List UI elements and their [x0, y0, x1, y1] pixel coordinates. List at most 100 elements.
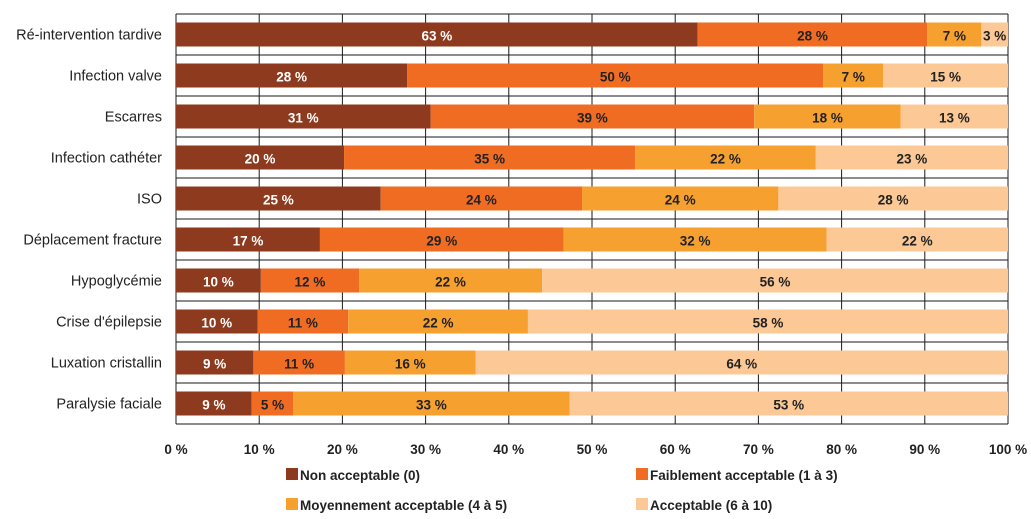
x-tick-label: 60 %	[660, 442, 691, 457]
bar-segment	[293, 391, 570, 416]
data-label: 58 %	[753, 316, 784, 331]
data-label: 28 %	[797, 29, 828, 44]
bar-segment	[253, 350, 345, 375]
category-label: Déplacement fracture	[23, 233, 162, 249]
category-label: Hypoglycémie	[71, 274, 162, 290]
category-label: Ré-intervention tardive	[16, 28, 162, 44]
data-label: 7 %	[842, 70, 865, 85]
legend-label: Faiblement acceptable (1 à 3)	[650, 468, 838, 483]
bar-segment	[883, 63, 1008, 88]
legend-label: Non acceptable (0)	[300, 468, 420, 483]
bar-segment	[176, 104, 431, 129]
data-label: 28 %	[276, 70, 307, 85]
data-label: 16 %	[395, 357, 426, 372]
legend-swatch	[636, 468, 648, 480]
bar-segment	[176, 227, 320, 252]
x-tick-label: 100 %	[989, 442, 1027, 457]
x-tick-label: 90 %	[909, 442, 940, 457]
bar-segment	[176, 268, 261, 293]
x-tick-label: 40 %	[493, 442, 524, 457]
data-label: 18 %	[812, 111, 843, 126]
data-label: 17 %	[233, 234, 264, 249]
x-tick-label: 0 %	[164, 442, 187, 457]
data-label: 24 %	[466, 193, 497, 208]
x-tick-label: 10 %	[244, 442, 275, 457]
category-label: Crise d'épilepsie	[56, 315, 162, 331]
category-label: Paralysie faciale	[56, 397, 162, 413]
bar-segment	[176, 391, 252, 416]
category-label: Infection cathéter	[51, 151, 162, 167]
bar-segment	[176, 145, 345, 170]
x-tick-label: 20 %	[327, 442, 358, 457]
data-label: 22 %	[423, 316, 454, 331]
data-label: 15 %	[930, 70, 961, 85]
data-label: 12 %	[295, 275, 326, 290]
data-label: 9 %	[202, 398, 225, 413]
bar-segment	[582, 186, 779, 211]
bar-segment	[176, 350, 254, 375]
bar-segment	[407, 63, 824, 88]
bar-segment	[319, 227, 564, 252]
data-label: 25 %	[263, 193, 294, 208]
category-label: Escarres	[105, 110, 162, 126]
data-label: 11 %	[284, 357, 314, 372]
data-label: 63 %	[421, 29, 452, 44]
bar-segment	[257, 309, 349, 334]
data-label: 5 %	[261, 398, 284, 413]
data-label: 22 %	[435, 275, 466, 290]
data-label: 33 %	[416, 398, 447, 413]
x-tick-label: 30 %	[410, 442, 441, 457]
data-label: 29 %	[426, 234, 457, 249]
x-tick-label: 70 %	[743, 442, 774, 457]
bar-segment	[542, 268, 1008, 293]
bar-segment	[430, 104, 755, 129]
bar-segment	[359, 268, 543, 293]
data-label: 28 %	[878, 193, 909, 208]
data-label: 53 %	[773, 398, 804, 413]
category-label: Infection valve	[69, 69, 162, 85]
bar-segment	[251, 391, 294, 416]
bar-segment	[815, 145, 1008, 170]
data-label: 11 %	[288, 316, 318, 331]
data-label: 9 %	[203, 357, 226, 372]
bar-segment	[697, 22, 928, 47]
data-label: 3 %	[983, 29, 1006, 44]
legend-label: Moyennement acceptable (4 à 5)	[300, 498, 507, 513]
data-label: 10 %	[201, 316, 232, 331]
bar-segment	[176, 63, 408, 88]
data-label: 31 %	[288, 111, 319, 126]
bar-segment	[927, 22, 982, 47]
bar-segment	[563, 227, 827, 252]
legend-swatch	[286, 498, 298, 510]
data-label: 22 %	[902, 234, 933, 249]
x-tick-label: 80 %	[826, 442, 857, 457]
data-label: 56 %	[760, 275, 791, 290]
data-label: 64 %	[726, 357, 757, 372]
bar-segment	[826, 227, 1008, 252]
legend-label: Acceptable (6 à 10)	[650, 498, 772, 513]
legend-swatch	[636, 498, 648, 510]
data-label: 22 %	[710, 152, 741, 167]
bar-segment	[475, 350, 1008, 375]
data-label: 24 %	[665, 193, 696, 208]
bar-segment	[635, 145, 816, 170]
data-label: 10 %	[203, 275, 234, 290]
bar-segment	[176, 22, 698, 47]
data-label: 23 %	[897, 152, 928, 167]
bar-segment	[344, 350, 476, 375]
data-label: 13 %	[939, 111, 970, 126]
bar-segment	[981, 22, 1008, 47]
bar-segment	[527, 309, 1008, 334]
bar-segment	[344, 145, 636, 170]
category-label: Luxation cristallin	[51, 356, 162, 372]
bar-segment	[900, 104, 1008, 129]
data-label: 35 %	[474, 152, 505, 167]
data-label: 32 %	[680, 234, 711, 249]
data-label: 7 %	[943, 29, 966, 44]
x-tick-label: 50 %	[577, 442, 608, 457]
data-label: 20 %	[245, 152, 276, 167]
bar-segment	[260, 268, 360, 293]
bar-segment	[380, 186, 583, 211]
bar-segment	[176, 309, 258, 334]
